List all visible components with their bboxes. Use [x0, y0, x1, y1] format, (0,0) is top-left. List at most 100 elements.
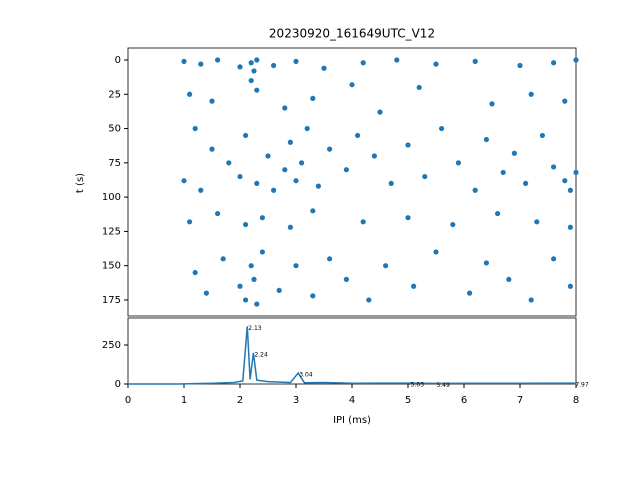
y-tick-label: 125: [102, 226, 121, 237]
scatter-point: [551, 60, 557, 66]
scatter-point: [209, 98, 215, 104]
y-tick-label: 75: [108, 158, 121, 169]
scatter-point: [198, 187, 204, 193]
peak-label: 2.24: [254, 351, 268, 358]
scatter-point: [433, 249, 439, 255]
scatter-point: [528, 91, 534, 97]
scatter-point: [534, 219, 540, 225]
scatter-point: [293, 58, 299, 64]
scatter-point: [271, 62, 277, 69]
scatter-point: [467, 290, 473, 296]
peak-label: 2.13: [248, 325, 262, 332]
scatter-point: [511, 150, 517, 156]
peak-label: 7.97: [575, 382, 589, 389]
scatter-point: [567, 224, 574, 230]
scatter-point: [181, 58, 187, 64]
scatter-point: [310, 208, 316, 214]
x-tick-label: 6: [461, 395, 467, 406]
scatter-point: [506, 276, 512, 282]
x-tick-label: 3: [293, 395, 299, 406]
scatter-point: [259, 249, 265, 255]
scatter-point: [293, 263, 299, 269]
scatter-point: [528, 297, 534, 303]
scatter-point: [187, 91, 193, 97]
scatter-point: [523, 180, 529, 187]
peak-label: 5.49: [436, 382, 450, 389]
scatter-point: [551, 164, 557, 170]
scatter-point: [276, 287, 282, 293]
scatter-point: [433, 61, 439, 67]
scatter-point: [483, 260, 489, 266]
scatter-point: [371, 153, 377, 159]
x-axis-label: IPI (ms): [333, 415, 371, 426]
x-tick-label: 0: [125, 395, 131, 406]
scatter-point: [489, 101, 495, 107]
y-tick-label: 50: [108, 124, 121, 135]
scatter-point: [226, 160, 232, 166]
peak-label: 3.04: [299, 372, 313, 379]
scatter-point: [343, 167, 349, 173]
scatter-point: [192, 269, 198, 276]
y-tick-label: 0: [115, 379, 121, 390]
scatter-point: [198, 61, 204, 67]
scatter-point: [411, 283, 417, 289]
scatter-point: [422, 173, 428, 180]
x-tick-label: 4: [349, 395, 355, 406]
y-tick-label: 175: [102, 295, 121, 306]
scatter-point: [237, 283, 243, 289]
chart-title: 20230920_161649UTC_V12: [269, 27, 435, 41]
scatter-point: [472, 58, 478, 64]
scatter-point: [251, 276, 257, 282]
scatter-point: [355, 132, 361, 139]
scatter-point: [500, 169, 506, 176]
scatter-point: [472, 187, 478, 193]
scatter-point: [327, 146, 333, 152]
scatter-point: [517, 62, 523, 69]
scatter-point: [248, 263, 254, 269]
scatter-point: [282, 105, 288, 111]
scatter-point: [243, 132, 249, 139]
x-tick-label: 1: [181, 395, 187, 406]
scatter-point: [495, 210, 501, 217]
x-tick-label: 7: [517, 395, 523, 406]
line: [128, 326, 577, 385]
scatter-point: [237, 173, 243, 180]
scatter-point: [248, 77, 254, 84]
scatter-point: [251, 68, 257, 74]
scatter-point: [259, 215, 265, 221]
scatter-point: [573, 169, 579, 176]
scatter-point: [265, 153, 271, 159]
scatter-point: [439, 125, 445, 132]
y-tick-label: 25: [108, 89, 121, 100]
scatter-point: [343, 276, 349, 282]
scatter-point: [562, 98, 568, 104]
scatter-point: [215, 57, 221, 63]
scatter-point: [243, 221, 249, 228]
scatter-point: [551, 256, 557, 262]
scatter-point: [203, 290, 209, 296]
scatter-point: [282, 167, 288, 173]
y-tick-label: 100: [102, 192, 121, 203]
scatter-point: [562, 178, 568, 184]
scatter-point: [254, 87, 260, 93]
scatter-point: [271, 187, 277, 193]
scatter-point: [299, 160, 305, 166]
scatter-point: [416, 84, 422, 91]
scatter-point: [254, 57, 260, 63]
scatter-point: [327, 256, 333, 262]
scatter-point: [293, 178, 299, 184]
y-tick-label: 0: [115, 55, 121, 66]
scatter-point: [455, 160, 461, 166]
scatter-point: [483, 136, 489, 143]
scatter-point: [394, 57, 400, 63]
scatter-point: [388, 180, 394, 187]
scatter-point: [315, 183, 321, 189]
plot-frame: [127, 47, 577, 317]
scatter-point: [220, 256, 226, 262]
y-tick-label: 150: [102, 261, 121, 272]
scatter-point: [209, 146, 215, 152]
scatter-point: [567, 283, 574, 289]
scatter-point: [377, 109, 383, 115]
scatter-point: [450, 221, 456, 228]
